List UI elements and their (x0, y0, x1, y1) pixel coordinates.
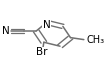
Text: N: N (2, 26, 10, 36)
Text: Br: Br (36, 47, 48, 57)
Text: CH₃: CH₃ (87, 35, 105, 45)
Text: N: N (43, 20, 51, 30)
